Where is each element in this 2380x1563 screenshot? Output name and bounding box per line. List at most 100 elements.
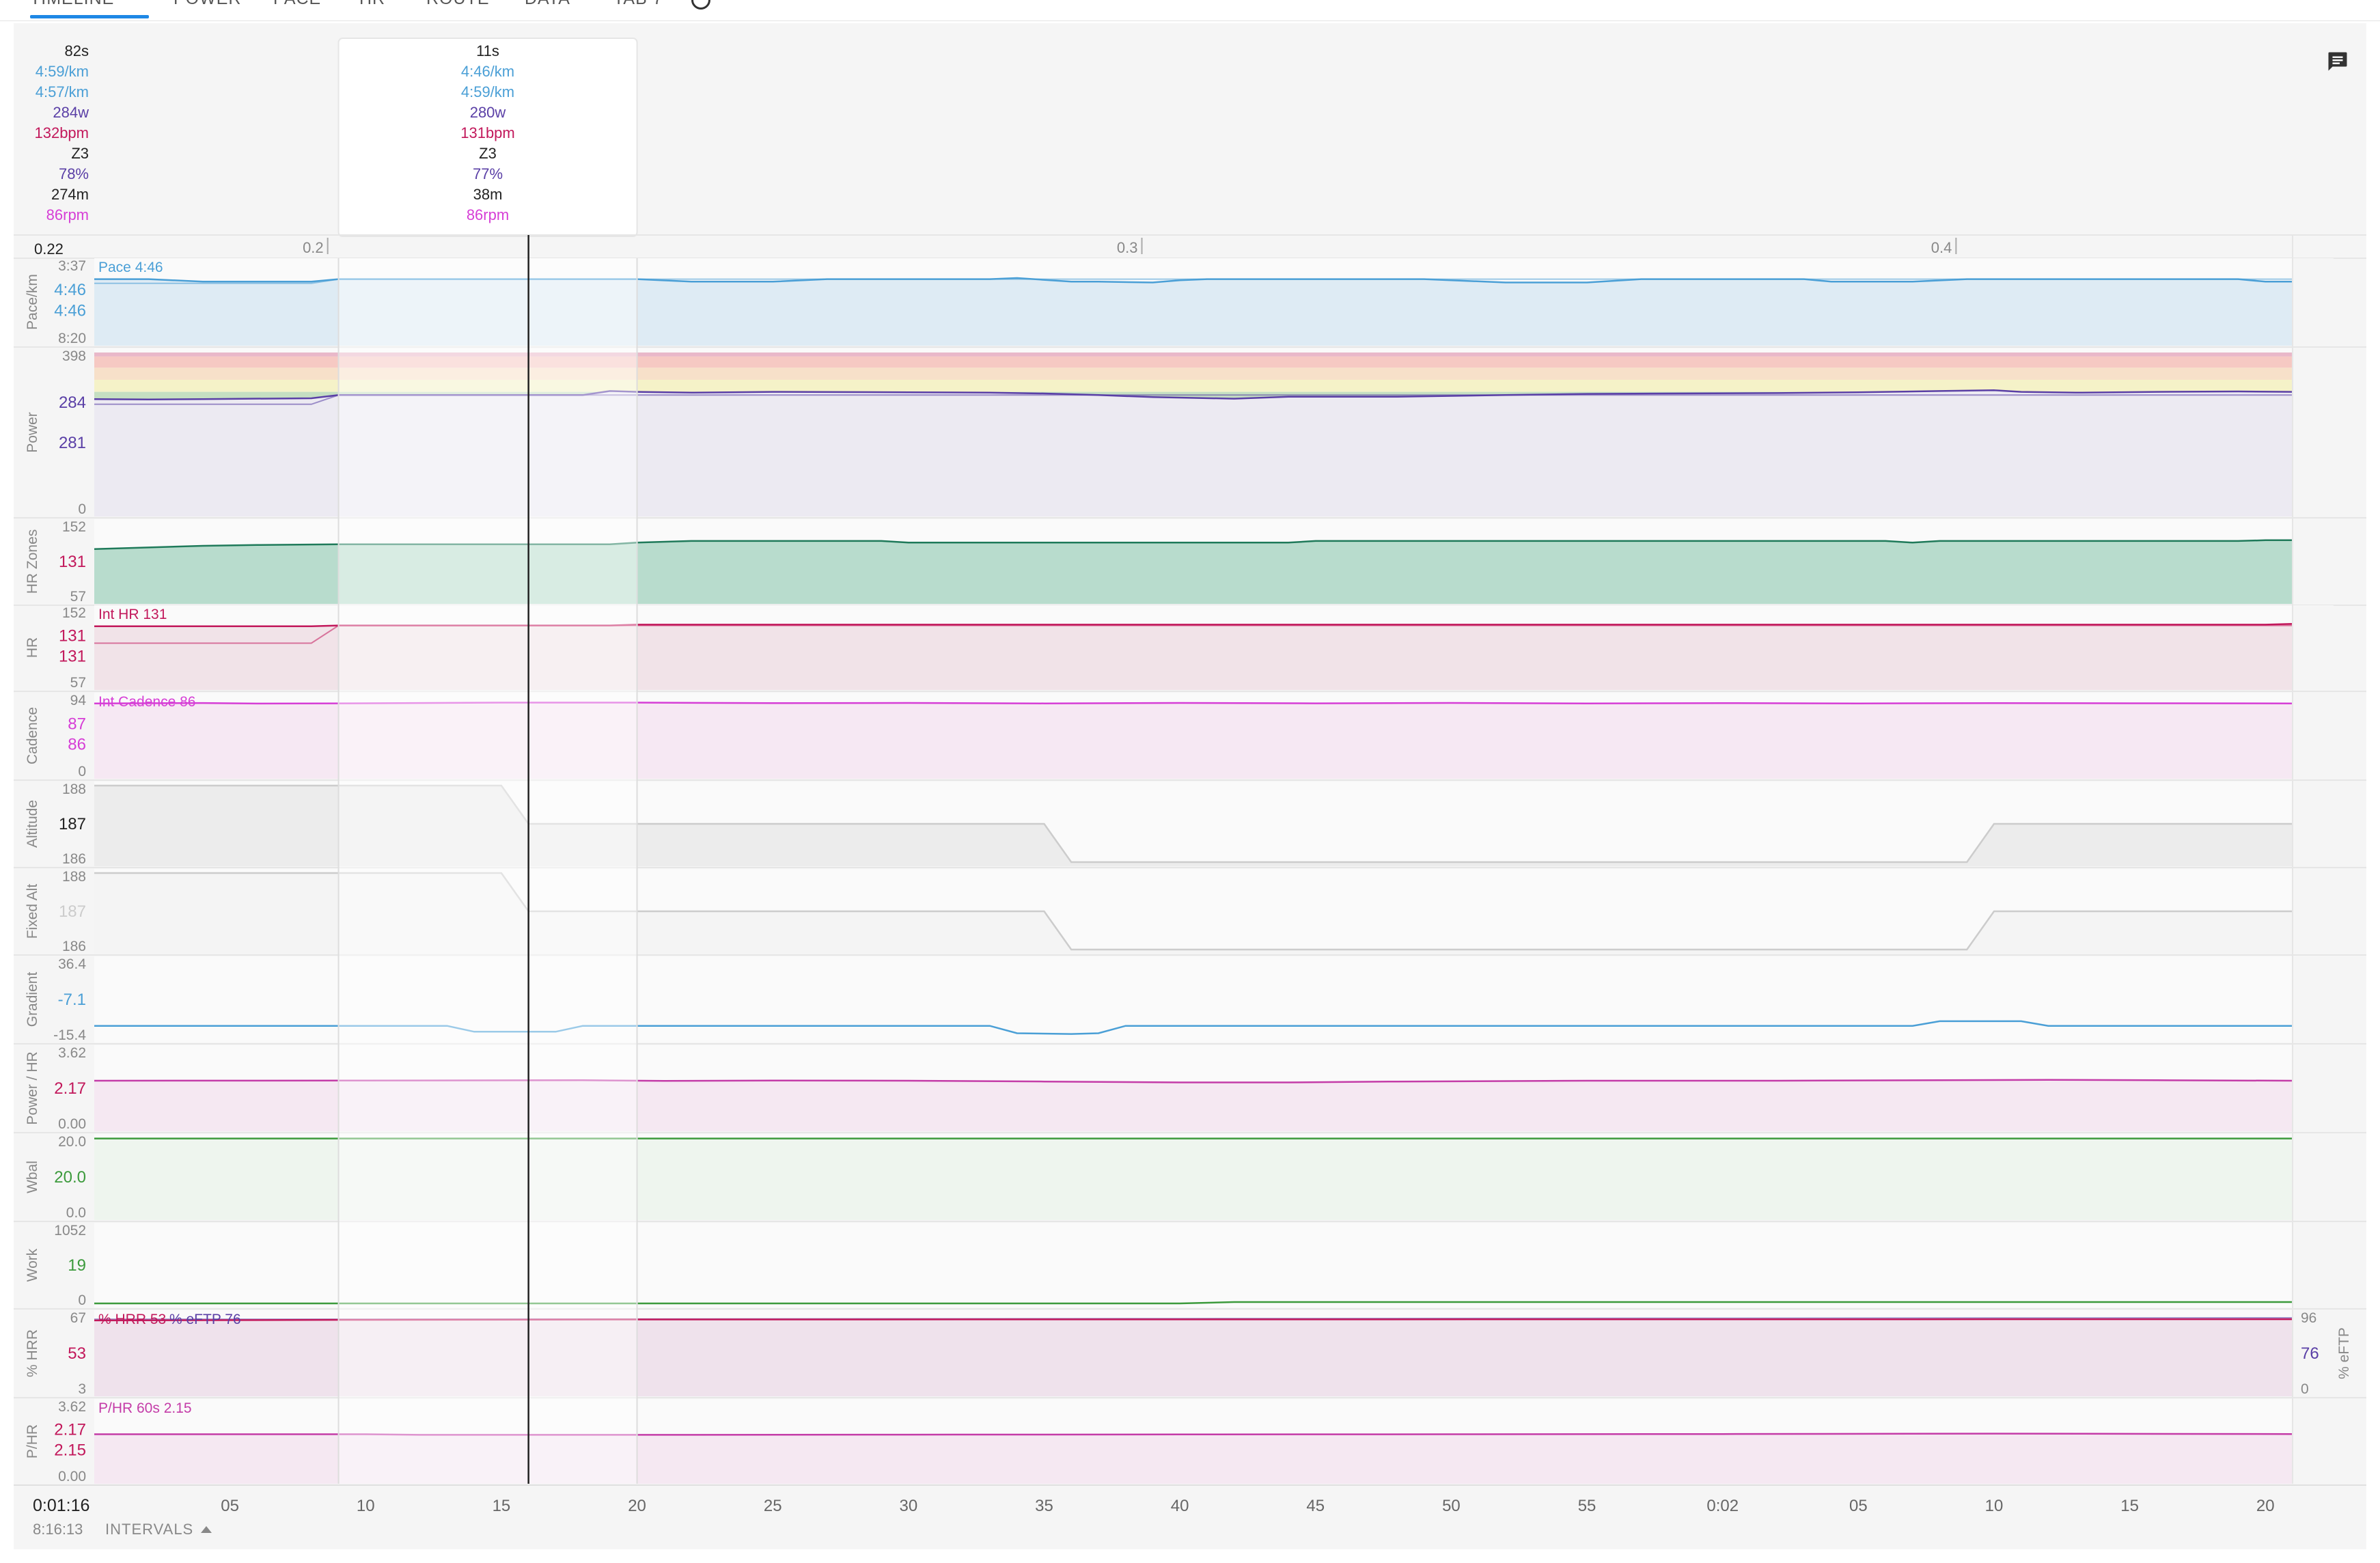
time-tick-label: 05 bbox=[221, 1497, 239, 1515]
power-zone-band bbox=[94, 352, 2293, 357]
series-line bbox=[94, 1318, 2293, 1322]
axis-title: Fixed Alt bbox=[25, 884, 40, 939]
info-icon[interactable] bbox=[691, 0, 710, 10]
axis-tick-label: 2.17 bbox=[54, 1079, 86, 1098]
chart-power bbox=[14, 348, 2366, 518]
axis-tick-label: 131 bbox=[59, 647, 86, 665]
axis-tick-label: 86 bbox=[68, 736, 86, 754]
chart-right-margin bbox=[2293, 1399, 2334, 1484]
intervals-toggle[interactable]: INTERVALS bbox=[105, 1521, 194, 1538]
chart-right-margin bbox=[2293, 1134, 2334, 1220]
axis-tick-label: 4:46 bbox=[54, 302, 86, 320]
time-tick-label: 15 bbox=[2120, 1497, 2139, 1515]
distance-tick-label: 0.3 bbox=[1117, 239, 1138, 256]
tab-power[interactable]: POWER bbox=[174, 0, 241, 9]
chart-alt bbox=[14, 782, 2366, 868]
summary-value: 131bpm bbox=[460, 124, 515, 141]
summary-value: 284w bbox=[53, 104, 89, 121]
axis-tick-label: 2.17 bbox=[54, 1421, 86, 1439]
axis-tick-label: 2.15 bbox=[54, 1441, 86, 1459]
time-tick-label: 45 bbox=[1306, 1497, 1325, 1515]
axis-tick-label: 1052 bbox=[54, 1223, 86, 1239]
axis-tick-label: 3.62 bbox=[58, 1045, 86, 1061]
time-tick-label: 35 bbox=[1035, 1497, 1053, 1515]
caret-up-icon[interactable] bbox=[201, 1526, 212, 1533]
distance-start-label: 0.22 bbox=[34, 240, 64, 258]
timeline-charts[interactable]: 0.22 0.2 0.3 0.4 3:37 4:46 4:46 8:20 Pace/km Pace… bbox=[14, 23, 2366, 1549]
summary-value: 86rpm bbox=[46, 206, 89, 223]
chart-plot-area bbox=[94, 1223, 2293, 1308]
series-area bbox=[94, 390, 2293, 516]
series-label: Int Cadence 86 bbox=[98, 694, 195, 710]
time-tick-label: 15 bbox=[493, 1497, 511, 1515]
axis-title: P/HR bbox=[25, 1424, 40, 1458]
chart-right-margin bbox=[2293, 869, 2334, 954]
series-area bbox=[94, 1079, 2293, 1131]
axis-tick-label: 188 bbox=[62, 869, 86, 885]
axis-tick-label: 281 bbox=[59, 434, 86, 452]
axis-tick-label: 4:46 bbox=[54, 281, 86, 299]
summary-whole: 82s 4:59/km 4:57/km 284w 132bpm Z3 78% 274m 86rp… bbox=[14, 41, 89, 225]
axis-title: HR bbox=[25, 637, 40, 658]
summary-value: 132bpm bbox=[34, 124, 89, 141]
axis-title: HR Zones bbox=[25, 529, 40, 594]
axis-tick-label-right: 96 bbox=[2301, 1310, 2316, 1326]
axis-title: Power bbox=[25, 412, 40, 453]
series-line bbox=[94, 1079, 2293, 1083]
tab-data[interactable]: DATA bbox=[525, 0, 570, 9]
summary-value: 4:57/km bbox=[35, 83, 89, 100]
tab-route[interactable]: ROUTE bbox=[426, 0, 490, 9]
time-tick-label: 10 bbox=[1985, 1497, 2004, 1515]
summary-value: 280w bbox=[469, 104, 506, 121]
chart-right-margin bbox=[2293, 605, 2334, 690]
axis-tick-label: 3 bbox=[78, 1381, 86, 1397]
axis-tick-label: 20.0 bbox=[58, 1134, 86, 1150]
summary-selection: 11s 4:46/km 4:59/km 280w 131bpm Z3 77% 38m 86rpm bbox=[339, 41, 637, 225]
axis-tick-label: 186 bbox=[62, 939, 86, 954]
series-area bbox=[94, 1319, 2293, 1396]
series-area bbox=[94, 624, 2293, 690]
summary-value: 11s bbox=[476, 42, 499, 59]
chart-right-margin bbox=[2293, 782, 2334, 866]
tab-tab-7[interactable]: TAB 7 bbox=[613, 0, 663, 9]
series-area bbox=[94, 786, 2293, 866]
axis-tick-label: 186 bbox=[62, 851, 86, 867]
tab-hr[interactable]: HR bbox=[359, 0, 385, 9]
chart-hrr bbox=[14, 1310, 2366, 1398]
series-line bbox=[94, 539, 2293, 550]
chart-right-margin bbox=[2293, 519, 2334, 604]
time-tick-label: 05 bbox=[1849, 1497, 1868, 1515]
chart-right-margin bbox=[2293, 1045, 2334, 1131]
axis-tick-label: 0 bbox=[78, 1292, 86, 1308]
time-tick-label: 55 bbox=[1578, 1497, 1596, 1515]
series-line bbox=[94, 1020, 2293, 1035]
axis-tick-label-right: 76 bbox=[2301, 1344, 2319, 1363]
axis-title: % HRR bbox=[25, 1329, 40, 1377]
axis-tick-label: 0.00 bbox=[58, 1116, 86, 1132]
axis-tick-label: 3.62 bbox=[58, 1399, 86, 1415]
axis-tick-label: 131 bbox=[59, 553, 86, 571]
series-area bbox=[94, 278, 2293, 346]
axis-tick-label: 187 bbox=[59, 815, 86, 833]
axis-tick-label: 57 bbox=[70, 675, 86, 691]
chart-hrz bbox=[14, 519, 2366, 606]
axis-tick-label: 131 bbox=[59, 627, 86, 646]
chart-right-margin bbox=[2293, 258, 2334, 346]
axis-tick-label: 188 bbox=[62, 782, 86, 797]
summary-value: 4:59/km bbox=[460, 83, 515, 100]
power-zone-band bbox=[94, 379, 2293, 392]
series-area bbox=[94, 873, 2293, 954]
selection-overlay bbox=[338, 258, 637, 1484]
tab-timeline[interactable]: TIMELINE bbox=[30, 0, 114, 9]
time-tick-label: 25 bbox=[764, 1497, 782, 1515]
summary-value: Z3 bbox=[479, 145, 497, 162]
tab-pace[interactable]: PACE bbox=[273, 0, 321, 9]
axis-tick-label: 67 bbox=[70, 1310, 86, 1326]
time-tick-label: 10 bbox=[357, 1497, 375, 1515]
time-tick-label: 30 bbox=[900, 1497, 918, 1515]
axis-tick-label: 152 bbox=[62, 605, 86, 621]
summary-value: Z3 bbox=[71, 145, 89, 162]
tab-bar: TIMELINE POWER PACE HR ROUTE DATA TAB 7 bbox=[0, 0, 2380, 21]
chart-cad bbox=[14, 693, 2366, 781]
comment-icon[interactable] bbox=[2325, 49, 2350, 74]
